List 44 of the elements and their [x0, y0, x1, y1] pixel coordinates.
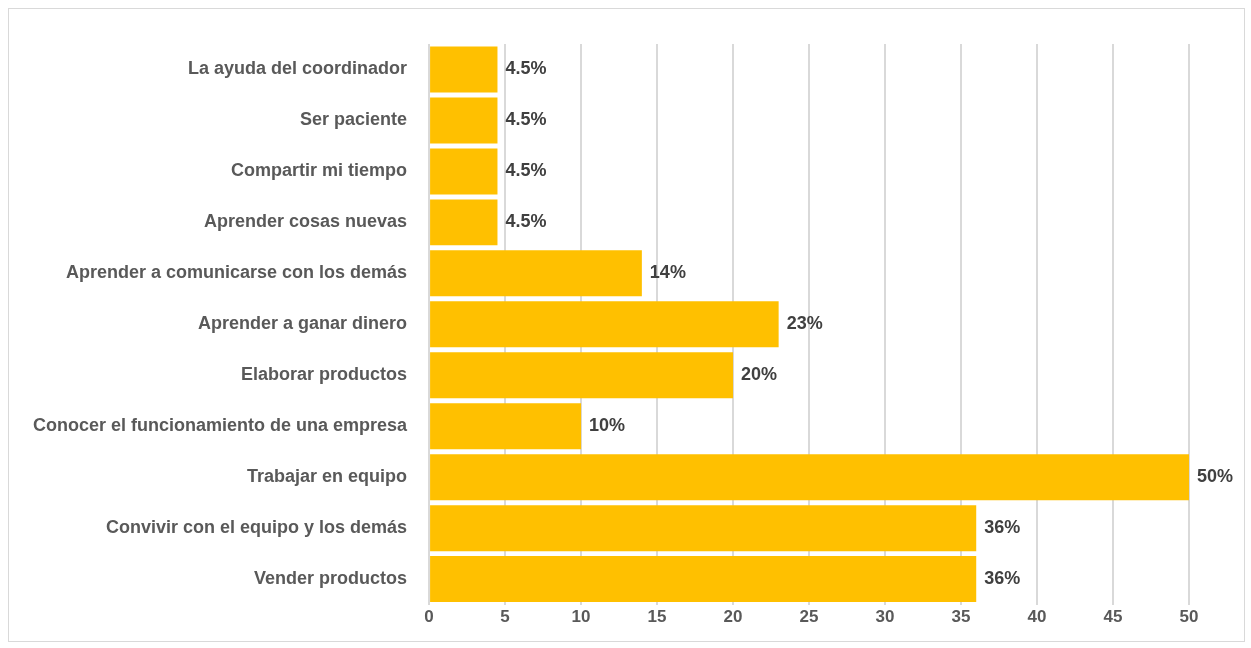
x-tick-label: 20 [723, 607, 743, 627]
bar [430, 505, 977, 552]
x-tick-label: 45 [1103, 607, 1123, 627]
y-tick-label: Conocer el funcionamiento de una empresa [32, 415, 409, 436]
y-tick-label: Compartir mi tiempo [231, 160, 408, 181]
x-tick-label: 30 [875, 607, 895, 627]
x-tick-label: 50 [1179, 607, 1199, 627]
x-tick-label: 10 [571, 607, 591, 627]
bar [430, 352, 734, 399]
x-tick-label: 35 [951, 607, 971, 627]
y-tick-label: Aprender a comunicarse con los demás [65, 262, 408, 283]
data-label: 4.5% [505, 109, 547, 130]
data-label: 4.5% [505, 211, 547, 232]
bar [430, 97, 498, 144]
y-tick-label: Trabajar en equipo [247, 466, 408, 487]
bar [430, 403, 582, 450]
bar [430, 454, 1189, 501]
data-label: 36% [984, 568, 1021, 589]
bar [430, 199, 498, 246]
data-label: 10% [589, 415, 626, 436]
x-tick-label: 40 [1027, 607, 1047, 627]
bar [430, 148, 498, 195]
data-label: 4.5% [505, 160, 547, 181]
x-tick-label: 25 [799, 607, 819, 627]
bar [430, 46, 498, 93]
data-label: 14% [649, 262, 686, 283]
y-tick-label: Aprender cosas nuevas [203, 211, 408, 232]
y-tick-label: Ser paciente [300, 109, 408, 130]
x-tick-label: 0 [424, 607, 434, 627]
data-label: 23% [786, 313, 823, 334]
y-tick-label: Vender productos [254, 568, 408, 589]
data-label: 50% [1197, 466, 1234, 487]
x-tick-label: 15 [647, 607, 667, 627]
bar [430, 250, 642, 297]
y-tick-label: Aprender a ganar dinero [198, 313, 408, 334]
bar [430, 301, 779, 348]
data-label: 20% [741, 364, 778, 385]
data-label: 36% [984, 517, 1021, 538]
bar [430, 556, 977, 603]
y-tick-label: La ayuda del coordinador [188, 58, 408, 79]
y-tick-label: Convivir con el equipo y los demás [106, 517, 408, 538]
y-tick-label: Elaborar productos [241, 364, 408, 385]
data-label: 4.5% [505, 58, 547, 79]
x-tick-label: 5 [500, 607, 510, 627]
